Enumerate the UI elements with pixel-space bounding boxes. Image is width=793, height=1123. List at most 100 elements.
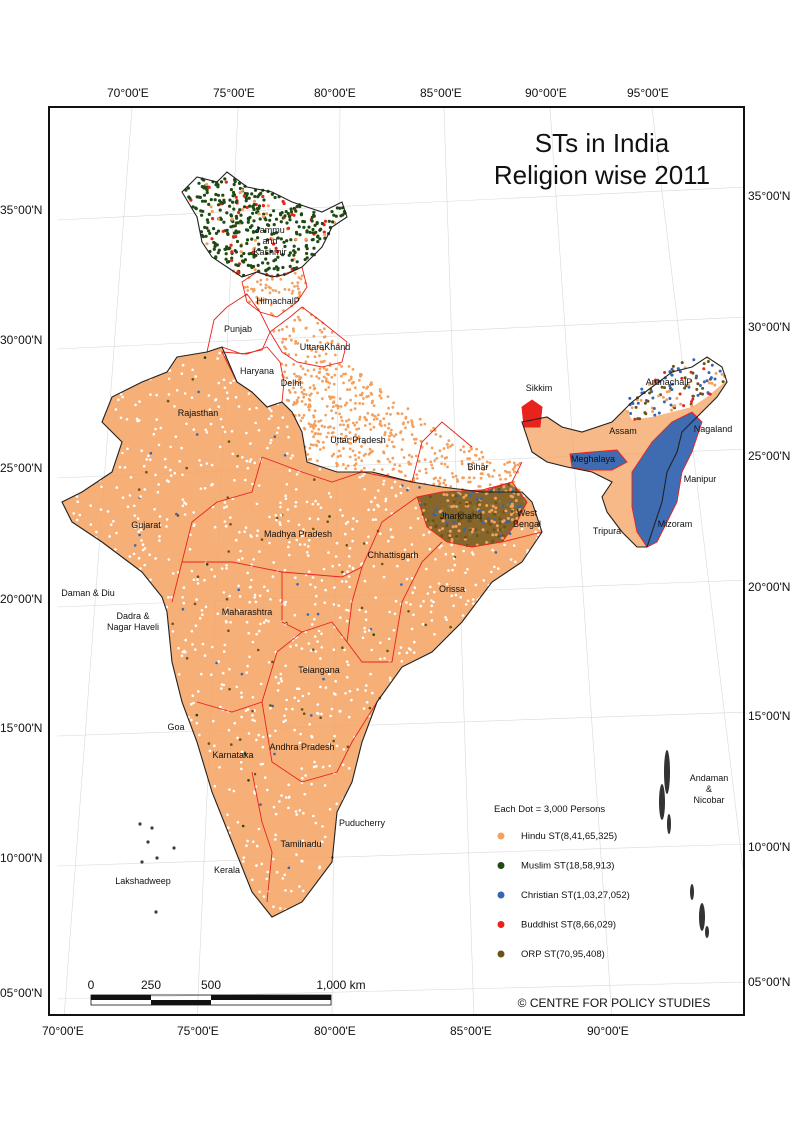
population-dot [372, 418, 376, 421]
population-dot [257, 248, 261, 252]
population-dot [320, 579, 324, 582]
population-dot [140, 524, 143, 528]
population-dot [313, 420, 317, 423]
population-dot [292, 253, 296, 257]
state-boundary-line [261, 456, 413, 483]
place-label-py: Puducherry [339, 818, 386, 828]
population-dot [492, 528, 496, 532]
population-dot [294, 381, 298, 385]
population-dot [467, 449, 471, 453]
population-dot [288, 391, 292, 394]
population-dot [468, 468, 472, 471]
population-dot [662, 400, 666, 404]
population-dot [274, 729, 277, 733]
population-dot [192, 701, 195, 705]
population-dot [309, 392, 313, 396]
place-label-hr: Haryana [240, 366, 274, 376]
population-dot [491, 533, 495, 537]
population-dot [386, 457, 390, 461]
latitude-label-30-00-n: 30°00'N [0, 333, 43, 347]
population-dot [229, 621, 232, 624]
population-dot [479, 476, 483, 480]
population-dot [311, 502, 315, 506]
population-dot [219, 705, 222, 709]
population-dot [235, 199, 239, 203]
dot-density-layer [62, 177, 727, 917]
population-dot [332, 648, 336, 651]
latitude-label-25-00-n: 25°00'N [748, 449, 791, 463]
population-dot [324, 379, 328, 383]
population-dot [323, 601, 327, 604]
population-dot [357, 456, 361, 459]
population-dot [176, 514, 180, 517]
population-dot [118, 465, 122, 469]
population-dot [319, 657, 322, 660]
population-dot [342, 463, 345, 466]
population-dot [332, 603, 336, 606]
population-dot [288, 795, 291, 799]
population-dot [424, 471, 428, 475]
population-dot [481, 455, 485, 459]
population-dot [390, 440, 394, 444]
population-dot [234, 263, 238, 267]
population-dot [283, 214, 287, 218]
population-dot [291, 454, 294, 457]
population-dot [286, 508, 290, 511]
population-dot [320, 221, 324, 226]
population-dot [440, 513, 444, 517]
population-dot [238, 530, 241, 534]
population-dot [492, 469, 496, 472]
population-dot [657, 411, 661, 415]
population-dot [208, 749, 212, 753]
population-dot [319, 360, 323, 364]
population-dot [295, 538, 299, 542]
population-dot [252, 247, 256, 251]
population-dot [445, 493, 449, 497]
population-dot [709, 376, 713, 380]
population-dot [380, 468, 384, 471]
population-dot [374, 415, 377, 418]
population-dot [322, 335, 326, 339]
population-dot [78, 513, 82, 517]
population-dot [246, 664, 249, 668]
population-dot [247, 196, 251, 200]
population-dot [320, 632, 323, 636]
population-dot [164, 465, 167, 469]
population-dot [443, 478, 447, 482]
population-dot [467, 480, 470, 484]
population-dot [263, 585, 266, 589]
population-dot [305, 551, 309, 554]
population-dot [200, 199, 205, 203]
latitude-label-30-00-n: 30°00'N [748, 320, 791, 334]
population-dot [284, 600, 288, 604]
population-dot [237, 609, 241, 612]
population-dot [248, 204, 252, 208]
population-dot [312, 415, 316, 419]
population-dot [312, 334, 316, 338]
population-dot [457, 529, 461, 533]
population-dot [301, 219, 305, 224]
population-dot [294, 209, 298, 213]
population-dot [341, 646, 344, 649]
population-dot [445, 524, 449, 528]
population-dot [171, 630, 175, 633]
population-dot [271, 277, 274, 281]
population-dot [477, 509, 481, 513]
place-label-up: Uttar Pradesh [330, 435, 386, 445]
population-dot [258, 890, 261, 894]
population-dot [261, 261, 265, 265]
population-dot [287, 806, 290, 810]
population-dot [494, 533, 498, 537]
population-dot [327, 492, 331, 495]
population-dot [311, 576, 315, 579]
population-dot [294, 501, 298, 504]
population-dot [316, 517, 320, 521]
population-dot [348, 547, 352, 550]
population-dot [428, 495, 432, 499]
population-dot [215, 661, 218, 665]
population-dot [231, 194, 235, 198]
population-dot [690, 400, 693, 404]
population-dot [341, 213, 345, 217]
population-dot [279, 523, 282, 526]
population-dot [133, 544, 137, 547]
